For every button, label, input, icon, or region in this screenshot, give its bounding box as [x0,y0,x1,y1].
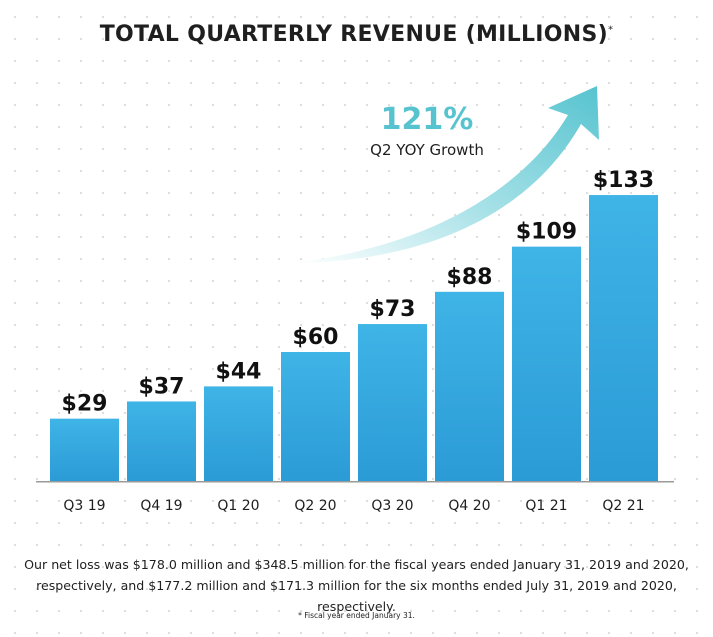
growth-percentage: 121% [380,102,474,137]
x-tick-label: Q4 20 [448,498,490,514]
data-label: $60 [293,325,339,350]
x-tick-label: Q4 19 [140,498,182,514]
bar-q3-20 [358,324,427,481]
data-label: $109 [516,220,577,245]
data-label: $44 [216,359,262,384]
x-tick-label: Q1 21 [525,498,567,514]
x-tick-label: Q1 20 [217,498,259,514]
x-tick-label: Q3 19 [63,498,105,514]
chart-title-text: TOTAL QUARTERLY REVENUE (MILLIONS) [99,22,608,47]
data-labels-group: $29 $37 $44 $60 $73 $88 $109 $133 [62,168,655,417]
x-tick-labels-group: Q3 19 Q4 19 Q1 20 Q2 20 Q3 20 Q4 20 Q1 21 Q2 21 [63,498,644,514]
data-label: $88 [447,265,493,290]
bars-group [50,195,658,482]
bar-q4-20 [435,291,504,481]
growth-arrow [292,86,599,263]
data-label: $133 [593,168,654,193]
bar-q2-21 [589,195,658,482]
bar-q1-21 [512,246,581,481]
data-label: $37 [139,374,185,399]
data-label: $73 [370,297,416,322]
bar-q3-19 [50,418,119,481]
x-tick-label: Q2 20 [294,498,336,514]
title-footnote-marker: * [607,24,614,36]
chart-title: TOTAL QUARTERLY REVENUE (MILLIONS)* [0,22,713,47]
fiscal-year-footnote: * Fiscal year ended January 31. [298,611,415,620]
bar-q1-20 [204,386,273,481]
data-label: $29 [62,392,108,417]
growth-label: Q2 YOY Growth [370,141,484,159]
bar-q4-19 [127,401,196,481]
x-tick-label: Q3 20 [371,498,413,514]
bar-q2-20 [281,352,350,481]
net-loss-footnote: Our net loss was $178.0 million and $348… [24,557,689,614]
x-tick-label: Q2 21 [602,498,644,514]
